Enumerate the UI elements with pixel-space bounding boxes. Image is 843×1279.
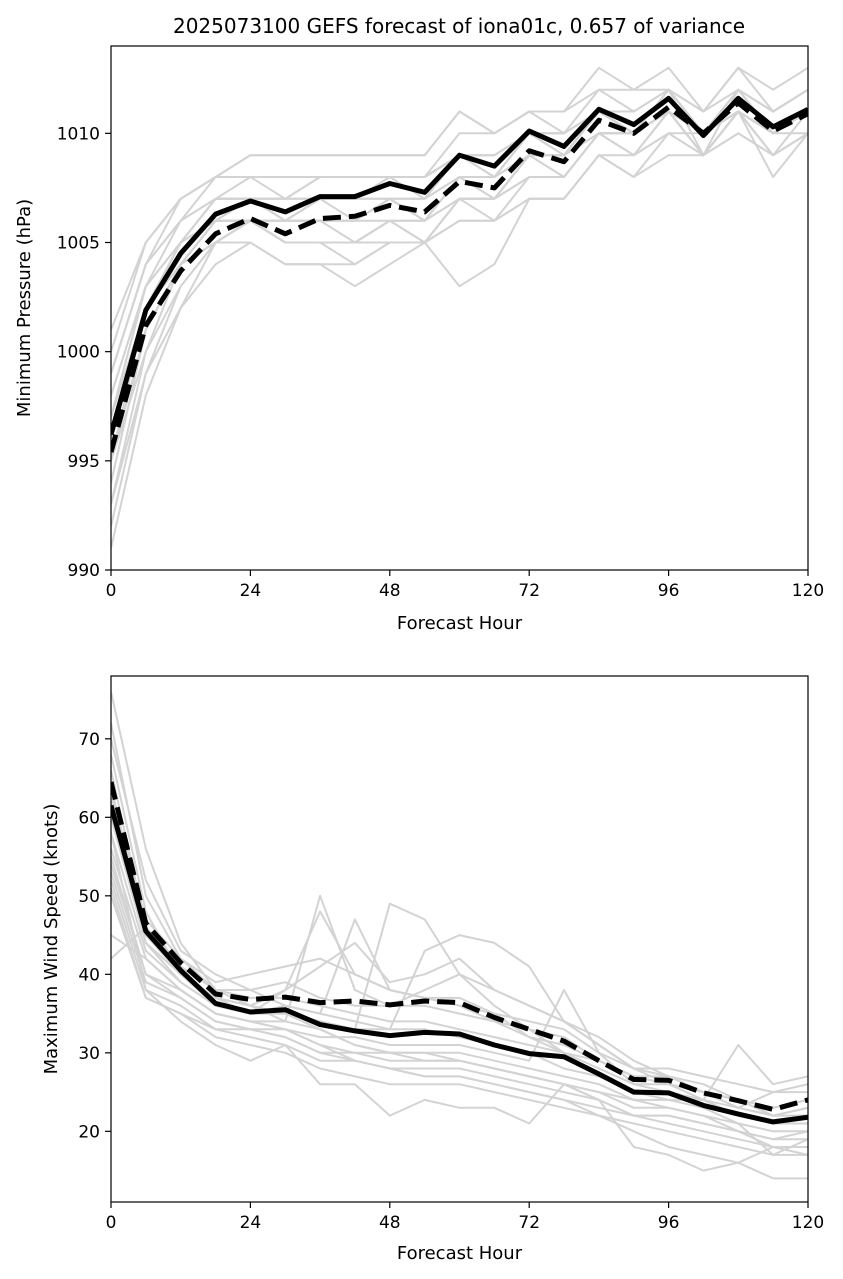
pressure-y-ticks: 990 995 1000 1005 1010 bbox=[57, 124, 111, 581]
pressure-ensemble-member-21 bbox=[111, 66, 808, 374]
wind-x-tick-label: 0 bbox=[106, 1213, 117, 1233]
pressure-ensemble-member-20 bbox=[111, 110, 808, 527]
wind-y-ticks: 20 30 40 50 60 70 bbox=[78, 730, 111, 1142]
pressure-panel: 0 24 48 72 96 120 990 995 1000 1005 1010 Forecast… bbox=[14, 45, 824, 634]
pressure-y-tick-label: 990 bbox=[68, 561, 100, 581]
pressure-y-tick-label: 1010 bbox=[57, 124, 100, 144]
wind-x-axis-label: Forecast Hour bbox=[397, 1243, 523, 1264]
pressure-x-tick-label: 0 bbox=[106, 581, 117, 601]
pressure-ensemble-member-11 bbox=[111, 88, 808, 331]
wind-ensemble-member-17 bbox=[111, 926, 808, 1172]
pressure-y-tick-label: 1005 bbox=[57, 234, 100, 254]
pressure-y-tick-label: 1000 bbox=[57, 343, 100, 363]
pressure-x-axis-label: Forecast Hour bbox=[397, 613, 523, 634]
wind-y-tick-label: 20 bbox=[78, 1122, 100, 1142]
wind-x-ticks: 0 24 48 72 96 120 bbox=[106, 1202, 824, 1233]
pressure-ensemble-member-4 bbox=[111, 88, 808, 505]
pressure-axes-frame bbox=[110, 45, 809, 571]
wind-ensemble-member-1 bbox=[111, 691, 808, 1148]
wind-y-tick-label: 50 bbox=[78, 887, 100, 907]
pressure-ensemble-member-14 bbox=[111, 110, 808, 440]
wind-lines bbox=[111, 691, 808, 1180]
wind-ensemble-member-20 bbox=[111, 793, 808, 1109]
pressure-x-ticks: 0 24 48 72 96 120 bbox=[106, 570, 824, 601]
wind-ensemble-member-9 bbox=[111, 848, 808, 1125]
wind-mean-dashed-line bbox=[111, 781, 808, 1112]
wind-y-tick-label: 30 bbox=[78, 1044, 100, 1064]
pressure-x-tick-label: 48 bbox=[379, 581, 401, 601]
pressure-ensemble-member-2 bbox=[111, 88, 808, 462]
wind-x-tick-label: 120 bbox=[792, 1213, 824, 1233]
wind-ensemble-member-6 bbox=[111, 801, 808, 1109]
wind-x-tick-label: 24 bbox=[240, 1213, 262, 1233]
pressure-ensemble-member-18 bbox=[111, 132, 808, 505]
wind-y-tick-label: 70 bbox=[78, 730, 100, 750]
pressure-mean-solid-line bbox=[111, 95, 808, 436]
wind-x-tick-label: 96 bbox=[658, 1213, 680, 1233]
pressure-ensemble-member-10 bbox=[111, 88, 808, 418]
wind-mean-solid-line bbox=[111, 804, 808, 1125]
wind-x-tick-label: 48 bbox=[379, 1213, 401, 1233]
pressure-ensemble-member-19 bbox=[111, 132, 808, 462]
pressure-x-tick-label: 72 bbox=[518, 581, 540, 601]
pressure-x-tick-label: 120 bbox=[792, 581, 824, 601]
wind-axes-frame bbox=[110, 675, 809, 1203]
chart-title: 2025073100 GEFS forecast of iona01c, 0.6… bbox=[173, 14, 745, 38]
pressure-ensemble-member-5 bbox=[111, 110, 808, 440]
wind-ensemble-member-15 bbox=[111, 895, 808, 1156]
wind-ensemble-member-4 bbox=[111, 769, 808, 1109]
wind-y-axis-label: Maximum Wind Speed (knots) bbox=[41, 804, 62, 1075]
pressure-ensemble-member-9 bbox=[111, 110, 808, 483]
wind-y-tick-label: 40 bbox=[78, 965, 100, 985]
wind-x-tick-label: 72 bbox=[518, 1213, 540, 1233]
pressure-x-tick-label: 24 bbox=[240, 581, 262, 601]
pressure-x-tick-label: 96 bbox=[658, 581, 680, 601]
pressure-y-axis-label: Minimum Pressure (hPa) bbox=[14, 199, 35, 417]
wind-ensemble-member-5 bbox=[111, 785, 808, 1117]
wind-y-tick-label: 60 bbox=[78, 808, 100, 828]
wind-ensemble-member-7 bbox=[111, 817, 808, 1117]
pressure-ensemble-member-16 bbox=[111, 110, 808, 483]
pressure-lines bbox=[111, 66, 808, 549]
wind-ensemble-member-18 bbox=[111, 832, 808, 1156]
pressure-y-tick-label: 995 bbox=[68, 452, 100, 472]
wind-ensemble-member-16 bbox=[111, 934, 808, 1180]
wind-ensemble-member-13 bbox=[111, 879, 808, 1141]
